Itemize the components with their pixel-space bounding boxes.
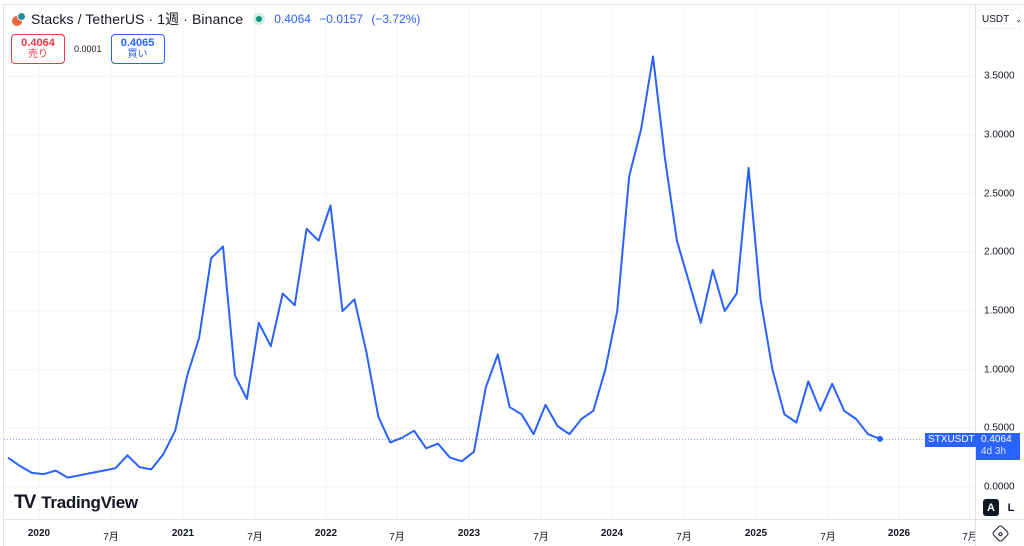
price-scale-label: 1.5000: [984, 305, 1015, 317]
time-scale-label: 2023: [457, 528, 481, 539]
chart-pane[interactable]: [4, 5, 975, 519]
tradingview-wordmark: TradingView: [41, 493, 138, 512]
bar-countdown: 4d 3h: [981, 446, 1007, 457]
time-scale-label: 2026: [887, 528, 911, 539]
time-scale-label: 2020: [27, 528, 51, 539]
price-quote: 0.4064 −0.0157 (−3.72%): [274, 12, 425, 26]
sell-button[interactable]: 0.4064 売り: [11, 34, 65, 64]
sell-price: 0.4064: [21, 37, 55, 49]
time-scale-label: 7月: [247, 532, 263, 543]
currency-selector[interactable]: USDT ⌄: [977, 9, 1022, 29]
buy-button[interactable]: 0.4065 買い: [110, 34, 165, 64]
chart-frame: [3, 4, 1024, 546]
time-scale-label: 2025: [744, 528, 768, 539]
time-scale-label: 7月: [533, 532, 549, 543]
time-scale-label: 2021: [171, 528, 195, 539]
time-scale-label: 7月: [820, 532, 836, 543]
last-price: 0.4064: [274, 12, 311, 26]
price-change-pct: (−3.72%): [371, 12, 421, 26]
sell-label: 売り: [28, 49, 48, 60]
time-scale-label: 7月: [962, 532, 978, 543]
time-scale-label: 7月: [103, 532, 119, 543]
spread-value: 0.0001: [74, 44, 102, 54]
log-scale-button[interactable]: L: [1003, 499, 1019, 516]
time-scale-label: 2024: [600, 528, 624, 539]
price-scale-label: 2.5000: [984, 188, 1015, 200]
time-scale-label: 7月: [676, 532, 692, 543]
time-scale-label: 7月: [389, 532, 405, 543]
price-scale-label: 3.0000: [984, 129, 1015, 141]
price-scale-label: 0.5000: [984, 422, 1015, 434]
price-scale-label: 0.0000: [984, 481, 1015, 493]
last-price-tag-value: 0.4064: [981, 434, 1012, 445]
auto-scale-button[interactable]: A: [983, 499, 999, 516]
currency-label: USDT: [982, 13, 1010, 25]
symbol-line-label: STXUSDT: [925, 433, 978, 447]
price-scale[interactable]: 3.5000 3.0000 2.5000 2.0000 1.5000 1.0000 0.50…: [975, 4, 1024, 519]
buy-price: 0.4065: [120, 37, 155, 49]
chevron-down-icon: ⌄: [1015, 14, 1022, 24]
time-scale-label: 2022: [314, 528, 338, 539]
price-scale-label: 3.5000: [984, 70, 1015, 82]
tradingview-mark-icon: TV: [14, 492, 36, 513]
chart-settings-button[interactable]: [975, 519, 1024, 546]
stacks-coin-icon: [12, 12, 26, 26]
tradingview-logo[interactable]: TV TradingView: [14, 492, 138, 514]
trade-panel: 0.4064 売り 0.0001 0.4065 買い: [11, 34, 165, 64]
price-change: −0.0157: [319, 12, 364, 26]
symbol-header: Stacks / TetherUS · 1週 · Binance 0.4064 …: [12, 9, 425, 29]
price-line-chart[interactable]: [4, 5, 975, 519]
market-open-dot-icon: [253, 13, 266, 25]
symbol-title[interactable]: Stacks / TetherUS · 1週 · Binance: [31, 11, 244, 27]
price-scale-label: 2.0000: [984, 246, 1015, 258]
price-scale-label: 1.0000: [984, 364, 1015, 376]
settings-gear-icon: [990, 523, 1010, 543]
last-price-tag: 0.4064 4d 3h: [976, 433, 1020, 460]
buy-label: 買い: [127, 49, 148, 60]
time-scale[interactable]: 2020 7月 2021 7月 2022 7月 2023 7月 2024 7月 2025 7月 2026…: [4, 519, 978, 546]
